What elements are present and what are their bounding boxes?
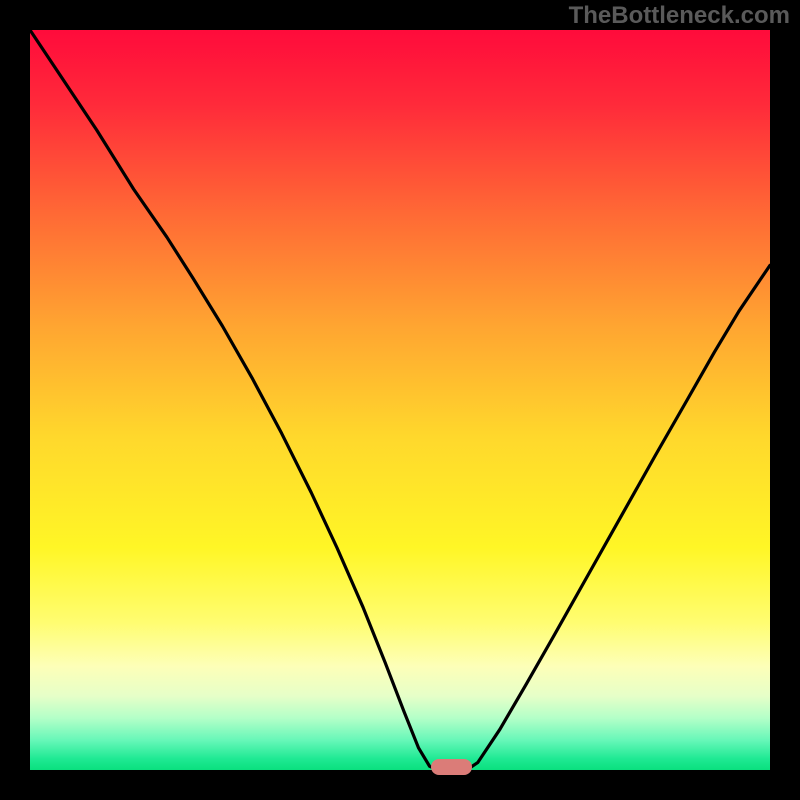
- curve-right-branch: [467, 265, 770, 770]
- plot-area: [30, 30, 770, 770]
- attribution-label: TheBottleneck.com: [569, 2, 790, 30]
- optimal-marker: [431, 759, 472, 775]
- curve-left-branch: [30, 30, 438, 770]
- bottleneck-chart: [30, 30, 770, 770]
